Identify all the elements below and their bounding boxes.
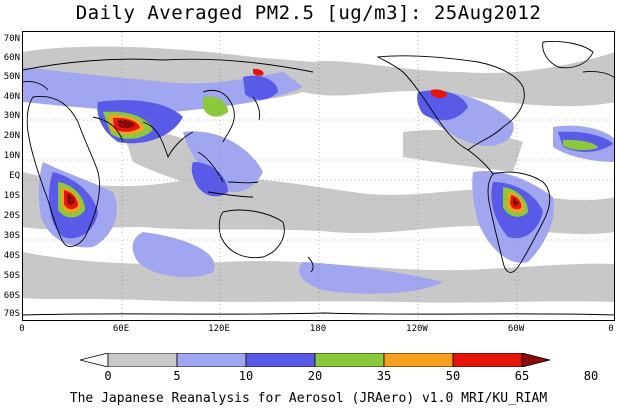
- lat-label: 40S: [3, 251, 20, 261]
- lat-label: 20S: [3, 211, 20, 221]
- lat-label: 30S: [3, 231, 20, 241]
- lon-label: 0: [608, 324, 614, 334]
- colorbar-label: 65: [514, 369, 530, 383]
- colorbar-label: 0: [104, 369, 112, 383]
- lon-label: 60E: [112, 324, 130, 334]
- coastlines: [23, 41, 614, 316]
- lon-label: 120W: [406, 324, 428, 334]
- colorbar-segment: [314, 352, 385, 368]
- lat-label: 20N: [3, 131, 20, 141]
- footer-credit: The Japanese Reanalysis for Aerosol (JRA…: [69, 391, 548, 406]
- lon-label: 180: [309, 324, 327, 334]
- page-title: Daily Averaged PM2.5 [ug/m3]: 25Aug2012: [75, 2, 542, 24]
- colorbar-label: 35: [376, 369, 392, 383]
- pm-layer-80-plus: [67, 119, 519, 206]
- colorbar: [79, 352, 551, 368]
- lon-label: 60W: [507, 324, 525, 334]
- lat-label: 10S: [3, 191, 20, 201]
- colorbar-label: 20: [307, 369, 323, 383]
- colorbar-label: 50: [445, 369, 461, 383]
- lat-label: EQ: [9, 171, 20, 181]
- lat-label: 50N: [3, 72, 20, 82]
- lat-label: 70S: [3, 309, 20, 319]
- lat-label: 60S: [3, 291, 20, 301]
- lat-label: 60N: [3, 53, 20, 63]
- colorbar-label: 80: [583, 369, 599, 383]
- graticule: [23, 32, 614, 320]
- colorbar-segment: [79, 352, 109, 368]
- colorbar-label: 10: [238, 369, 254, 383]
- lat-label: 30N: [3, 111, 20, 121]
- lon-label: 120E: [208, 324, 230, 334]
- colorbar-segment: [107, 352, 178, 368]
- colorbar-label: 5: [173, 369, 181, 383]
- colorbar-segment: [245, 352, 316, 368]
- colorbar-segment: [452, 352, 523, 368]
- lat-label: 70N: [3, 34, 20, 44]
- lon-label: 0: [19, 324, 25, 334]
- lat-label: 10N: [3, 151, 20, 161]
- lat-label: 50S: [3, 271, 20, 281]
- pm25-map: [22, 31, 615, 321]
- lat-label: 40N: [3, 92, 20, 102]
- colorbar-segment: [383, 352, 454, 368]
- colorbar-segment: [176, 352, 247, 368]
- colorbar-segment: [521, 352, 551, 368]
